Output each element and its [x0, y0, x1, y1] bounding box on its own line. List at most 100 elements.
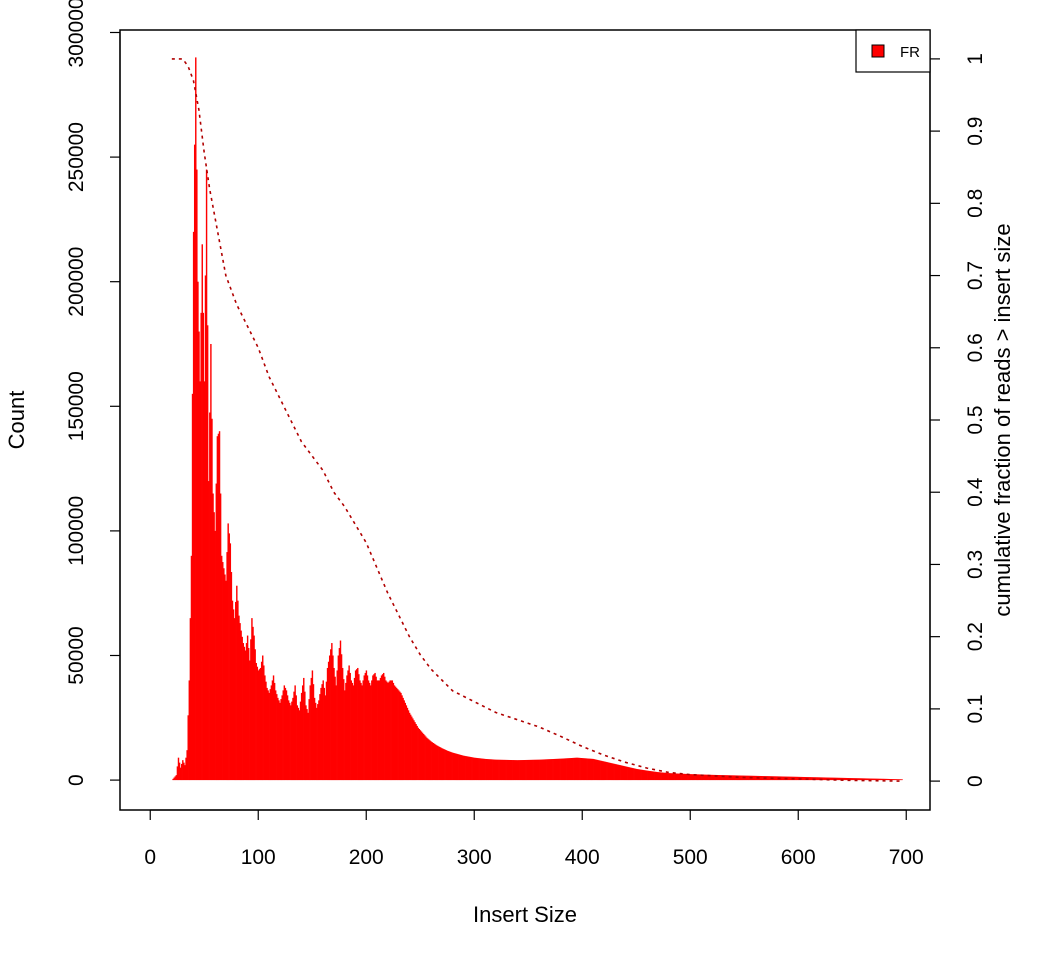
histogram-bar: [305, 705, 307, 781]
histogram-bar: [624, 766, 627, 781]
histogram-bar: [790, 776, 792, 781]
histogram-bar: [210, 343, 212, 781]
histogram-bar: [311, 670, 314, 781]
histogram-bar: [660, 772, 662, 781]
histogram-bar: [507, 759, 509, 781]
histogram-bar: [370, 685, 372, 781]
histogram-bar: [348, 665, 350, 781]
histogram-bar: [852, 778, 855, 781]
histogram-bar: [287, 700, 290, 781]
histogram-bar: [399, 691, 401, 781]
histogram-bar: [691, 774, 694, 781]
histogram-bar: [316, 707, 318, 781]
histogram-bar: [789, 776, 791, 781]
histogram-bar: [479, 758, 481, 781]
y-tick-label: 100000: [65, 496, 88, 566]
histogram-bar: [546, 759, 548, 781]
histogram-bar: [565, 758, 567, 781]
histogram-bar: [601, 760, 603, 781]
histogram-bar: [177, 757, 180, 781]
histogram-bar: [272, 675, 275, 781]
histogram-bar: [407, 710, 410, 781]
histogram-bar: [190, 555, 193, 781]
histogram-bar: [827, 777, 830, 781]
histogram-bar: [471, 757, 473, 781]
histogram-bar: [651, 771, 654, 781]
histogram-bar: [853, 778, 856, 781]
histogram-bar: [202, 312, 205, 781]
histogram-bar: [683, 773, 685, 781]
histogram-bar: [466, 756, 468, 781]
histogram-bar: [654, 771, 656, 781]
histogram-bar: [794, 776, 796, 781]
histogram-bar: [395, 687, 398, 781]
histogram-bar: [831, 777, 833, 781]
y2-tick-label: 1: [964, 53, 987, 65]
histogram-bar: [571, 757, 574, 781]
histogram-bar: [304, 691, 306, 781]
histogram-bar: [284, 687, 287, 781]
histogram-bar: [796, 776, 799, 781]
histogram-bar: [549, 759, 551, 781]
histogram-bar: [280, 699, 282, 781]
histogram-bar: [722, 775, 724, 781]
histogram-bar: [490, 759, 493, 781]
histogram-bar: [172, 778, 174, 781]
histogram-bar: [242, 643, 245, 781]
histogram-bar: [566, 758, 569, 781]
histogram-bar: [769, 776, 772, 781]
histogram-bar: [848, 778, 850, 781]
histogram-bar: [641, 769, 643, 781]
histogram-bar: [656, 771, 658, 781]
histogram-bar: [712, 774, 714, 781]
histogram-bar: [233, 618, 236, 781]
histogram-bar: [375, 676, 377, 781]
histogram-bar: [818, 777, 820, 781]
histogram-bar: [527, 759, 530, 781]
histogram-bar: [475, 757, 478, 781]
histogram-bar: [787, 776, 790, 781]
histogram-bar: [694, 774, 696, 781]
histogram-bar: [512, 760, 515, 781]
histogram-bar: [188, 680, 191, 781]
histogram-bar: [321, 684, 323, 781]
histogram-bar: [270, 685, 273, 781]
histogram-bar: [728, 775, 731, 781]
histogram-bar: [586, 758, 588, 781]
histogram-bar: [387, 682, 389, 781]
histogram-bar: [719, 775, 722, 781]
histogram-bar: [528, 759, 531, 781]
histogram-bar: [819, 777, 821, 781]
histogram-bar: [661, 772, 664, 781]
histogram-bar: [231, 600, 234, 781]
histogram-bar: [332, 655, 334, 781]
histogram-bar: [826, 777, 829, 781]
histogram-bar: [259, 667, 262, 781]
histogram-bar: [174, 776, 176, 781]
histogram-bar: [478, 758, 480, 781]
histogram-bar: [695, 774, 697, 781]
histogram-bar: [881, 778, 884, 781]
histogram-bar: [312, 684, 315, 781]
histogram-bar: [313, 697, 316, 781]
histogram-bar: [650, 771, 653, 781]
histogram-bar: [870, 778, 872, 781]
histogram-bar: [443, 749, 445, 781]
histogram-bar: [494, 759, 496, 781]
histogram-bar: [230, 572, 233, 781]
histogram-bar: [576, 757, 578, 781]
histogram-bar: [469, 756, 471, 781]
histogram-bar: [592, 758, 594, 781]
histogram-bar: [825, 777, 828, 781]
histogram-bar: [372, 675, 374, 781]
histogram-bar: [224, 574, 226, 781]
histogram-bar: [505, 759, 507, 781]
histogram-bar: [725, 775, 727, 781]
histogram-bar: [460, 755, 463, 781]
histogram-bar: [797, 776, 800, 781]
histogram-bars: [172, 57, 903, 781]
histogram-bar: [245, 643, 248, 781]
histogram-bar: [836, 777, 839, 781]
histogram-bar: [553, 758, 556, 781]
histogram-bar: [262, 655, 264, 781]
